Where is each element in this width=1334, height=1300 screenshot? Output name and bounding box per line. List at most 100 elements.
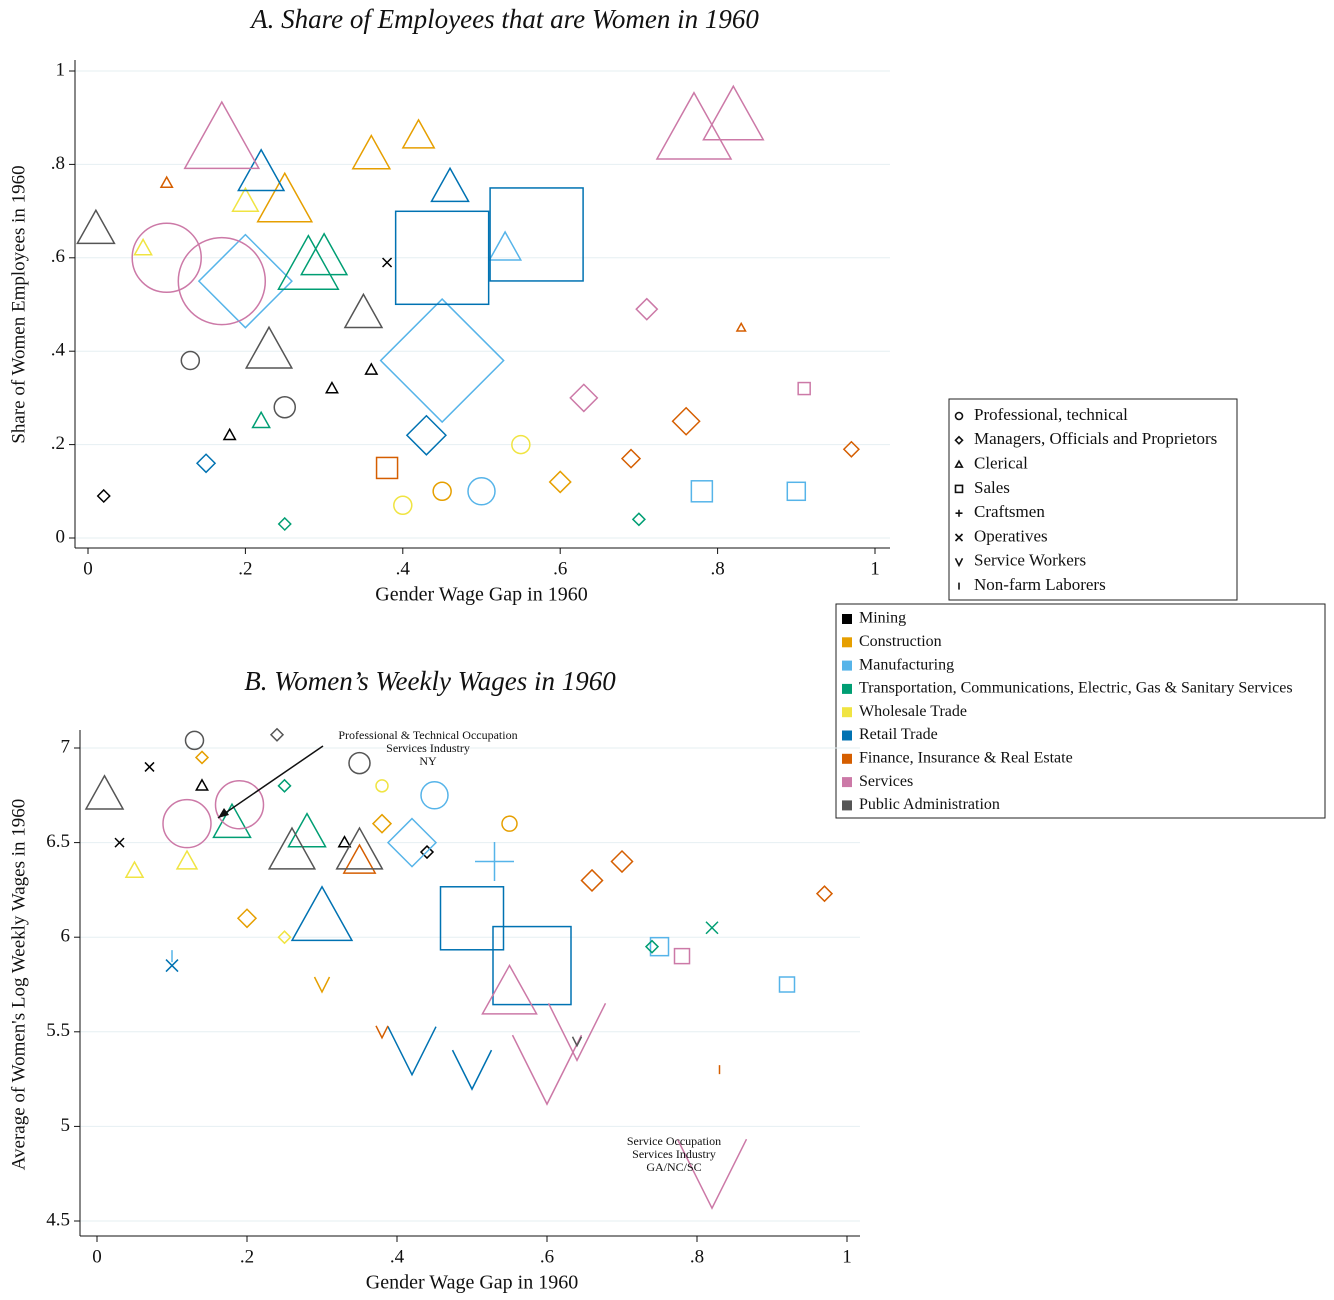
legend-swatch [842,660,852,671]
data-point [489,187,584,282]
data-point [290,885,354,942]
data-point [451,1049,493,1091]
data-point [180,350,201,371]
data-point [467,477,496,506]
data-point [547,1002,607,1062]
data-point [300,232,349,276]
data-point [114,837,125,848]
x-tick-label: 1 [870,558,880,579]
data-point [511,1034,583,1106]
data-point [277,930,292,945]
data-point [375,456,399,480]
y-tick-label: 5 [61,1115,71,1136]
data-point [343,292,384,329]
data-point [571,1036,583,1048]
data-point [324,381,339,394]
data-point [610,849,634,874]
data-point [251,410,271,429]
data-point [387,1026,437,1077]
data-point [620,448,642,469]
y-tick-label: 7 [61,736,71,757]
x-tick-label: 1 [842,1246,852,1267]
data-point [475,842,514,882]
annotation-arrow [217,745,324,819]
legend-label: Public Administration [859,796,1000,813]
data-point [194,750,210,765]
data-point [419,844,435,860]
data-point [277,234,340,290]
data-point [797,381,811,396]
industry-legend-box [835,603,1326,819]
data-point [401,118,436,149]
data-point [439,886,505,951]
data-point [371,813,393,834]
data-point [351,134,392,170]
data-point [175,849,199,870]
legend-label: Operatives [974,526,1048,545]
x-tick-label: .4 [396,558,411,579]
data-point [644,939,660,954]
y-tick-label: 4.5 [46,1209,70,1230]
y-tick-label: .6 [51,246,65,267]
x-tick-label: .8 [710,558,724,579]
x-tick-label: .2 [240,1246,254,1267]
data-point [348,751,371,775]
data-point [244,325,294,369]
data-point [405,414,447,456]
legend-swatch [842,753,852,764]
data-point [432,481,452,502]
data-point [131,222,202,294]
data-point [702,84,765,141]
data-point [76,208,116,245]
y-tick-label: 6.5 [46,831,70,852]
annotation: Professional & Technical Occupation [338,728,517,742]
data-point [394,210,490,306]
x-tick-label: 0 [83,558,93,579]
legend-label: Service Workers [974,551,1086,570]
data-point [256,171,314,223]
legend-swatch [842,683,852,694]
data-point [159,175,174,189]
annotation: Services Industry [386,741,470,755]
legend-label: Finance, Insurance & Real Estate [859,749,1073,766]
data-point [420,781,449,810]
data-point [815,885,834,903]
data-point [337,835,352,848]
data-point [335,826,384,870]
data-point [133,237,153,256]
data-point [481,963,538,1015]
y-tick-label: .2 [51,433,65,454]
data-point [379,297,505,424]
data-point [676,1138,748,1210]
data-point [165,959,179,973]
arrow-head [218,808,229,818]
data-point [195,778,209,791]
data-point [786,481,807,502]
legend-label: Non-farm Laborers [974,575,1106,594]
data-point [842,440,860,458]
legend-marker [954,435,964,445]
y-tick-label: 1 [56,59,66,80]
data-point [655,91,733,160]
data-point [488,230,523,261]
data-point [375,779,389,793]
data-point [183,100,261,170]
x-tick-label: .6 [553,558,567,579]
data-point [162,798,212,849]
x-tick-label: .4 [390,1246,405,1267]
data-point [277,778,292,793]
legend-marker [954,411,964,421]
data-point [84,774,125,810]
y-tick-label: .4 [51,340,66,361]
legend-swatch [842,614,852,624]
data-point [735,321,747,332]
data-point [342,843,377,874]
data-point [671,406,701,436]
x-tick-label: .8 [690,1246,704,1267]
data-point [236,908,258,929]
y-tick-label: .8 [51,153,65,174]
annotation: NY [419,754,437,768]
data-point [313,976,331,994]
data-point [364,362,379,375]
